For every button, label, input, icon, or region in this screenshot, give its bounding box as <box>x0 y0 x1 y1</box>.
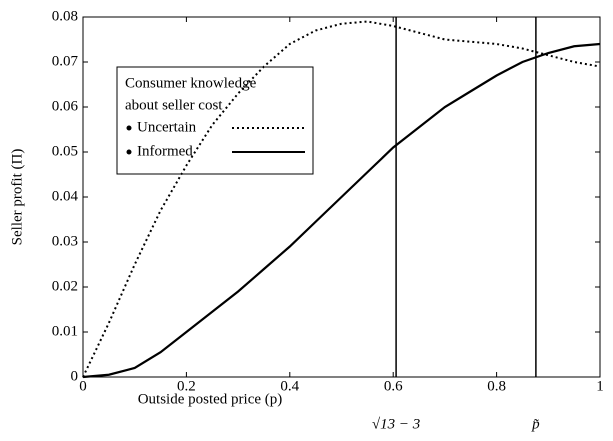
legend-box <box>116 66 314 175</box>
reference-label: √13 − 3 <box>372 416 420 432</box>
legend-label: Informed <box>137 143 193 159</box>
series-line <box>82 20 601 378</box>
y-tick-label: 0.07 <box>52 53 79 69</box>
x-tick-label: 0.2 <box>177 378 196 394</box>
x-tick-label: 0 <box>79 378 87 394</box>
legend-bullet <box>126 125 132 131</box>
y-tick-label: 0.05 <box>52 143 78 159</box>
x-tick-label: 0.4 <box>280 378 299 394</box>
legend-label: Uncertain <box>137 119 197 135</box>
y-tick-label: 0.01 <box>52 323 78 339</box>
x-axis-label: Outside posted price (p) <box>138 391 283 407</box>
x-tick-label: 0.6 <box>384 378 403 394</box>
y-tick-label: 0.02 <box>52 278 78 294</box>
reference-label: p̃ <box>531 416 540 432</box>
legend-bullet <box>126 149 132 155</box>
x-tick-label: 1 <box>596 378 604 394</box>
legend-title: Consumer knowledge <box>125 75 257 91</box>
legend-title: about seller cost <box>125 97 223 113</box>
y-tick-label: 0.03 <box>52 233 78 249</box>
y-tick-label: 0.08 <box>52 8 78 24</box>
x-tick-label: 0.8 <box>487 378 506 394</box>
y-tick-label: 0 <box>71 368 79 384</box>
y-tick-label: 0.04 <box>52 188 79 204</box>
series-line <box>82 42 601 379</box>
y-axis-label: Seller profit (Π) <box>9 149 25 246</box>
y-tick-label: 0.06 <box>52 98 79 114</box>
